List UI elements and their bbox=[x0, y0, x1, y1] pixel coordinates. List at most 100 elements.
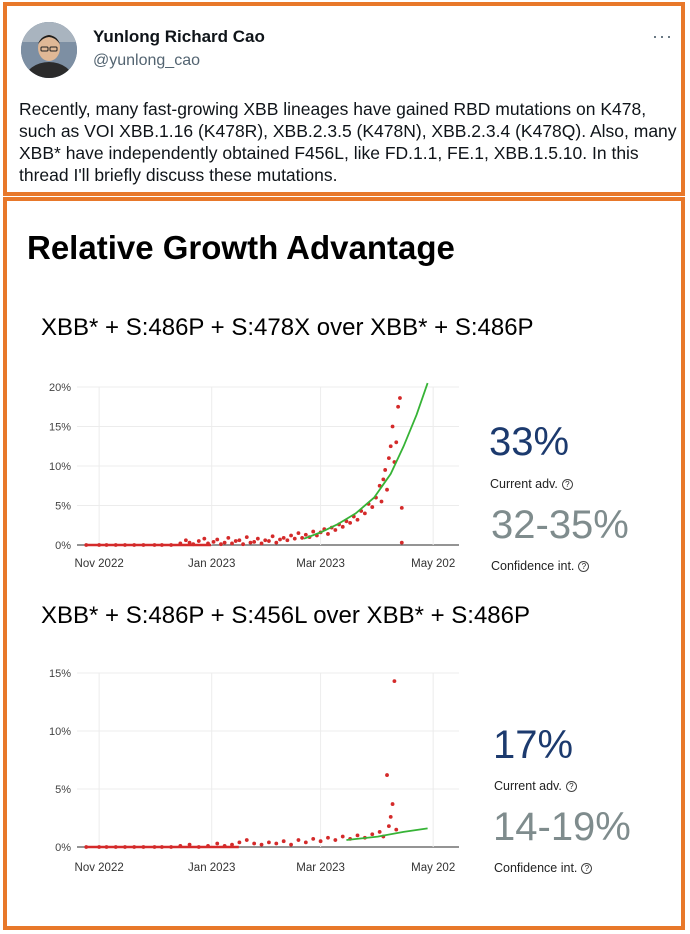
data-point bbox=[396, 404, 401, 409]
data-point bbox=[230, 842, 234, 847]
data-point bbox=[159, 845, 164, 849]
more-options-button[interactable]: ··· bbox=[652, 26, 673, 46]
y-tick-label: 20% bbox=[49, 382, 71, 394]
data-point bbox=[84, 845, 89, 849]
y-tick-label: 5% bbox=[55, 784, 71, 796]
data-point bbox=[281, 535, 286, 540]
fit-line bbox=[303, 382, 429, 540]
data-point bbox=[385, 487, 389, 492]
data-point bbox=[222, 540, 227, 545]
data-point bbox=[379, 499, 384, 504]
data-point bbox=[248, 540, 253, 545]
data-point bbox=[267, 539, 271, 543]
data-point bbox=[97, 543, 102, 547]
data-point bbox=[392, 679, 397, 684]
data-point bbox=[348, 520, 353, 525]
data-point bbox=[311, 529, 316, 534]
data-point bbox=[215, 841, 220, 846]
help-icon[interactable]: ? bbox=[581, 863, 593, 874]
data-point bbox=[219, 542, 223, 547]
data-point bbox=[362, 511, 367, 516]
data-point bbox=[252, 539, 257, 544]
data-point bbox=[386, 456, 391, 460]
data-point bbox=[230, 541, 234, 546]
help-icon[interactable]: ? bbox=[561, 479, 573, 490]
data-point bbox=[292, 536, 297, 541]
data-point bbox=[123, 543, 127, 547]
help-icon[interactable]: ? bbox=[578, 561, 590, 572]
data-point bbox=[390, 802, 395, 806]
data-point bbox=[259, 842, 264, 847]
author-name[interactable]: Yunlong Richard Cao bbox=[93, 27, 265, 46]
data-point bbox=[278, 537, 282, 542]
data-point bbox=[222, 843, 227, 848]
y-tick-label: 5% bbox=[55, 501, 71, 513]
avatar-portrait-icon bbox=[21, 22, 77, 78]
x-tick-label: Mar 2023 bbox=[296, 558, 345, 570]
y-tick-label: 15% bbox=[49, 668, 71, 680]
data-point bbox=[169, 543, 174, 547]
author-handle[interactable]: @yunlong_cao bbox=[93, 52, 200, 69]
data-point bbox=[169, 845, 174, 849]
y-tick-label: 10% bbox=[49, 461, 71, 473]
data-point bbox=[355, 833, 360, 838]
data-point bbox=[390, 424, 395, 429]
data-point bbox=[333, 838, 338, 842]
tweet-text: Recently, many fast-growing XBB lineages… bbox=[19, 99, 677, 185]
data-point bbox=[123, 845, 127, 849]
x-tick-label: Nov 2022 bbox=[75, 558, 124, 570]
chart-1-current-adv-value: 33% bbox=[489, 420, 570, 464]
data-point bbox=[394, 440, 399, 445]
data-point bbox=[281, 839, 286, 844]
data-point bbox=[152, 543, 157, 547]
data-point bbox=[159, 543, 164, 547]
data-point bbox=[244, 838, 249, 842]
help-icon[interactable]: ? bbox=[565, 781, 577, 792]
x-tick-label: Nov 2022 bbox=[75, 862, 124, 874]
x-tick-label: May 202 bbox=[411, 862, 455, 874]
chart-2-title: XBB* + S:486P + S:456L over XBB* + S:486… bbox=[41, 602, 530, 629]
data-point bbox=[296, 531, 301, 536]
data-point bbox=[263, 538, 268, 543]
data-point bbox=[152, 845, 157, 849]
avatar[interactable] bbox=[21, 22, 77, 78]
data-point bbox=[383, 468, 388, 472]
chart-1-confidence-int-value: 32-35% bbox=[491, 503, 629, 547]
chart-1-plot: 0% 5% 10% 15% 20% Nov 2022 Jan 2023 Mar 2023 May… bbox=[49, 382, 459, 570]
data-point bbox=[255, 536, 260, 541]
data-point bbox=[274, 540, 279, 545]
data-point bbox=[394, 827, 399, 832]
data-point bbox=[178, 541, 183, 546]
data-point bbox=[104, 845, 109, 849]
data-point bbox=[259, 541, 264, 546]
data-point bbox=[252, 841, 257, 846]
attached-figure[interactable]: Relative Growth Advantage XBB* + S:486P … bbox=[3, 197, 685, 930]
y-tick-label: 15% bbox=[49, 422, 71, 434]
chart-2-current-adv-label: Current adv.? bbox=[494, 779, 577, 793]
chart-1-current-adv-label: Current adv.? bbox=[490, 477, 573, 491]
chart-2-confidence-int-label: Confidence int.? bbox=[494, 861, 593, 875]
data-point bbox=[237, 538, 242, 543]
data-point bbox=[388, 814, 393, 819]
data-point bbox=[370, 832, 375, 837]
data-point bbox=[84, 543, 89, 547]
tweet-card: Yunlong Richard Cao @yunlong_cao ··· Rec… bbox=[3, 2, 685, 196]
data-point bbox=[311, 836, 316, 841]
data-point bbox=[202, 536, 207, 541]
data-point bbox=[398, 396, 402, 400]
data-point bbox=[226, 535, 231, 540]
y-tick-label: 0% bbox=[55, 540, 71, 552]
data-point bbox=[303, 532, 308, 537]
data-point bbox=[244, 535, 249, 539]
data-point bbox=[206, 843, 210, 848]
x-tick-label: Mar 2023 bbox=[296, 862, 345, 874]
data-point bbox=[388, 444, 393, 449]
data-point bbox=[132, 543, 137, 547]
data-point bbox=[187, 842, 192, 847]
data-point bbox=[399, 505, 404, 510]
data-point bbox=[381, 477, 386, 482]
x-tick-label: May 202 bbox=[411, 558, 455, 570]
data-point bbox=[196, 539, 201, 543]
data-point bbox=[241, 542, 245, 547]
chart-1-confidence-int-label: Confidence int.? bbox=[491, 559, 590, 573]
